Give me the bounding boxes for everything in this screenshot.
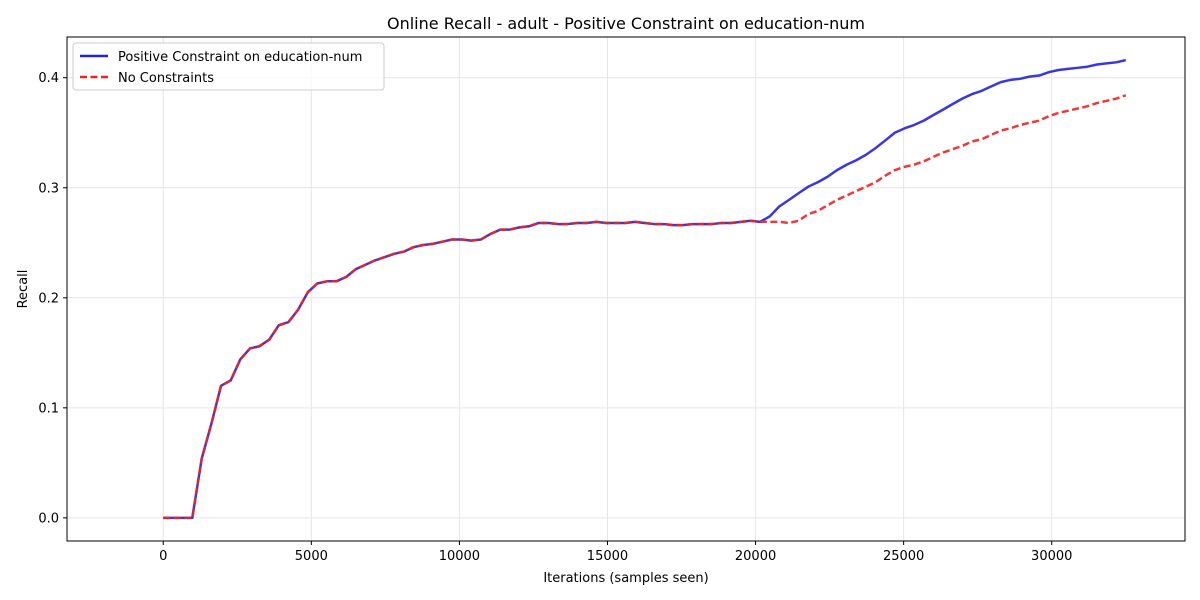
- legend: Positive Constraint on education-num No …: [72, 42, 385, 91]
- plot-frame: [66, 36, 1186, 542]
- series-line-no-constraints: [163, 94, 1127, 520]
- chart-title: Online Recall - adult - Positive Constra…: [387, 14, 865, 33]
- x-tick-label: 10000: [439, 549, 480, 564]
- y-tick-label: 0.0: [38, 511, 59, 526]
- series-layer: [163, 58, 1127, 520]
- legend-label-no-constraints: No Constraints: [118, 71, 214, 86]
- x-tick-label: 30000: [1031, 549, 1072, 564]
- grid-lines: [67, 37, 1185, 541]
- x-tick-label: 0: [159, 549, 167, 564]
- y-tick-label: 0.3: [38, 181, 59, 196]
- x-tick-label: 15000: [587, 549, 628, 564]
- y-axis-label: Recall: [16, 270, 31, 309]
- x-tick-label: 25000: [883, 549, 924, 564]
- y-tick-label: 0.2: [38, 291, 59, 306]
- y-tick-label: 0.4: [38, 71, 59, 86]
- legend-box: [72, 42, 385, 91]
- y-tick-label: 0.1: [38, 401, 59, 416]
- x-axis: 0 5000 10000 15000 20000 25000 30000: [159, 541, 1072, 564]
- x-axis-label: Iterations (samples seen): [543, 571, 708, 586]
- y-axis: 0.0 0.1 0.2 0.3 0.4: [38, 71, 67, 526]
- x-tick-label: 20000: [735, 549, 776, 564]
- x-tick-label: 5000: [295, 549, 328, 564]
- legend-label-constraint: Positive Constraint on education-num: [118, 50, 362, 65]
